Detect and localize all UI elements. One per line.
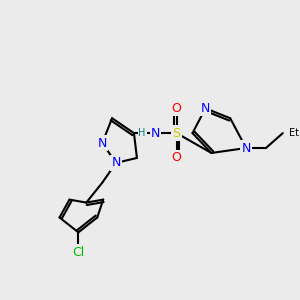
Text: Et: Et [289, 128, 299, 138]
Text: H: H [139, 128, 146, 138]
Text: N: N [201, 102, 210, 115]
Text: Cl: Cl [72, 246, 85, 259]
Text: O: O [172, 152, 182, 164]
Text: N: N [151, 127, 160, 140]
Text: S: S [172, 127, 181, 140]
Text: N: N [111, 156, 121, 170]
Text: N: N [98, 136, 107, 150]
Text: N: N [242, 142, 251, 154]
Text: O: O [172, 102, 182, 115]
